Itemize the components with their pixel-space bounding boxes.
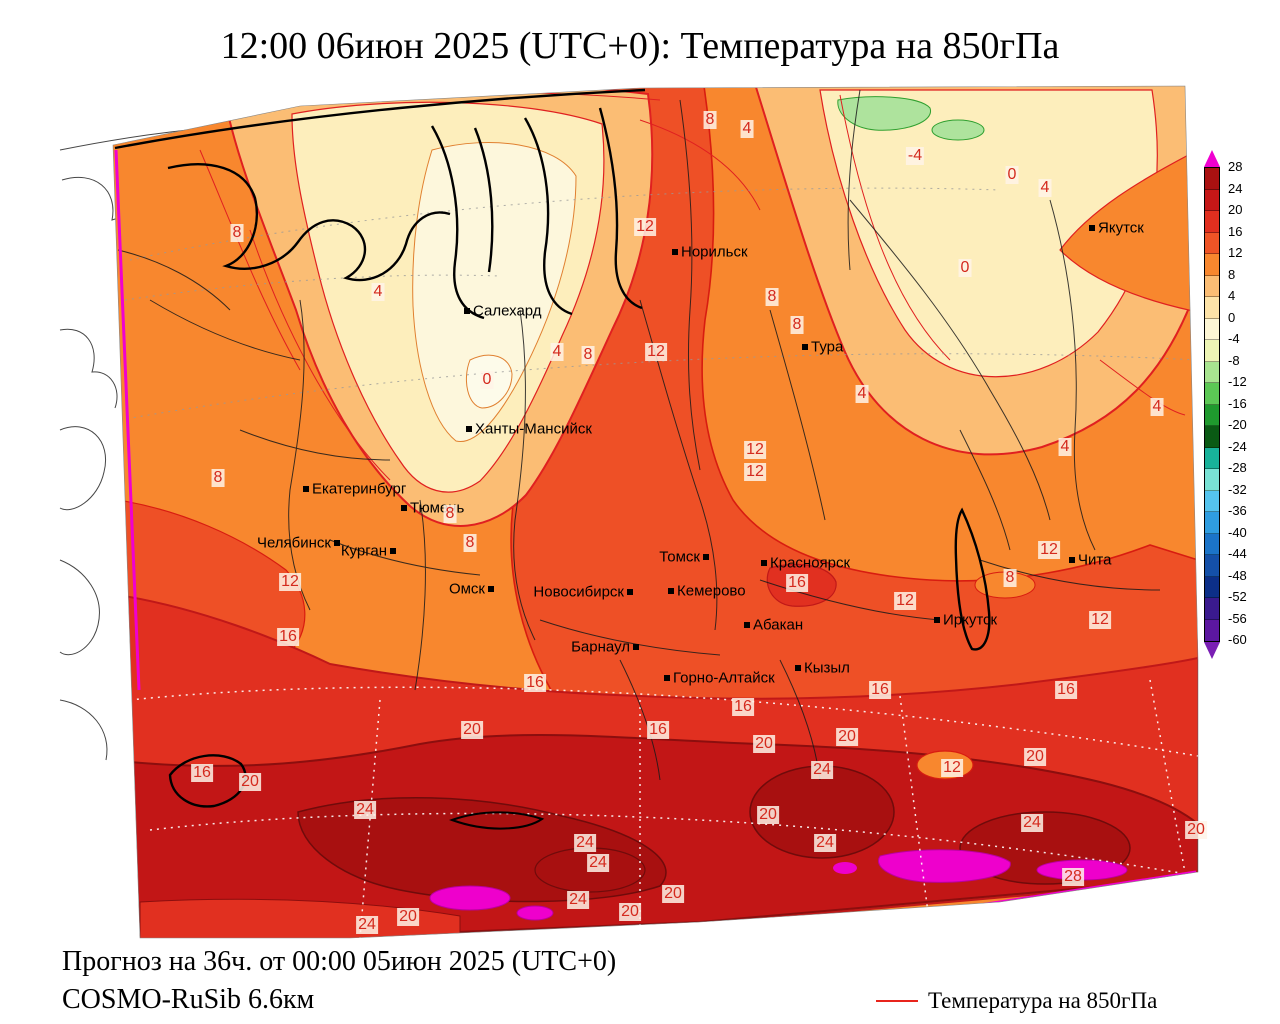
field-24-28 (749, 765, 895, 859)
colorbar-cell (1205, 254, 1219, 276)
colorbar-tick-label: 24 (1228, 180, 1243, 196)
colorbar-tick-label: -8 (1228, 352, 1240, 368)
page-title: 12:00 06июн 2025 (UTC+0): Температура на… (220, 25, 1060, 67)
colorbar-tick-label: -32 (1228, 481, 1247, 497)
colorbar-cell (1205, 211, 1219, 233)
colorbar-arrow-down-icon (1204, 642, 1220, 659)
colorbar-tick-label: 0 (1228, 309, 1236, 325)
colorbar-cell (1205, 189, 1219, 211)
colorbar-tick-label: 28 (1228, 158, 1243, 174)
colorbar-cell (1205, 383, 1219, 405)
colorbar-cell (1205, 297, 1219, 319)
colorbar-cell (1205, 404, 1219, 426)
colorbar-cell (1205, 533, 1219, 555)
legend: Температура на 850гПа (876, 988, 1157, 1014)
colorbar-tick-label: 20 (1228, 201, 1243, 217)
colorbar-tick-label: -52 (1228, 588, 1247, 604)
colorbar-tick-label: 8 (1228, 266, 1236, 282)
colorbar-tick-label: -40 (1228, 524, 1247, 540)
field-yakutsk-wedge (1059, 149, 1198, 313)
temperature-field (113, 86, 1198, 938)
colorbar-tick-label: -36 (1228, 502, 1247, 518)
colorbar-cell (1205, 447, 1219, 469)
colorbar-tick-label: -56 (1228, 610, 1247, 626)
colorbar-tick-label: 4 (1228, 287, 1236, 303)
colorbar-tick-label: -4 (1228, 330, 1240, 346)
colorbar-tick-label: -48 (1228, 567, 1247, 583)
colorbar-cells (1204, 167, 1220, 642)
field-gt28 (833, 862, 857, 874)
colorbar-cell (1205, 168, 1219, 190)
colorbar-tick-label: -28 (1228, 459, 1247, 475)
admin-boundaries (117, 89, 1161, 781)
colorbar-cell (1205, 318, 1219, 340)
model-info: COSMO-RuSib 6.6км (62, 984, 315, 1015)
graticule-south (129, 679, 1198, 938)
legend-label: Температура на 850гПа (928, 988, 1158, 1013)
field-gt28 (516, 905, 554, 921)
colorbar-cell (1205, 490, 1219, 512)
colorbar-arrow-up-icon (1204, 150, 1220, 167)
field-bottom-strip (139, 898, 461, 938)
colorbar-cell (1205, 340, 1219, 362)
lake-outline-south (449, 811, 545, 830)
colorbar-cell (1205, 512, 1219, 534)
colorbar-cell (1205, 598, 1219, 620)
colorbar-cell (1205, 555, 1219, 577)
colorbar-cell (1205, 232, 1219, 254)
field-neg-pocket (837, 96, 931, 131)
legend-line-sample (876, 1000, 918, 1002)
colorbar-tick-label: -12 (1228, 373, 1247, 389)
colorbar-cell (1205, 426, 1219, 448)
colorbar-cell (1205, 469, 1219, 491)
colorbar-tick-label: -16 (1228, 395, 1247, 411)
field-neg-pocket (931, 119, 985, 141)
colorbar-tick-label: -24 (1228, 438, 1247, 454)
colorbar-tick-label: -60 (1228, 631, 1247, 647)
domain-outline (112, 85, 1199, 939)
forecast-info: Прогноз на 36ч. от 00:00 05июн 2025 (UTC… (62, 946, 617, 977)
colorbar-tick-label: 16 (1228, 223, 1243, 239)
coastline (114, 88, 646, 320)
colorbar-cell (1205, 576, 1219, 598)
graticule-north (119, 187, 1198, 421)
colorbar-tick-label: -20 (1228, 416, 1247, 432)
colorbar-cell (1205, 619, 1219, 641)
field-gt28 (877, 849, 1011, 883)
colorbar-tick-label: 12 (1228, 244, 1243, 260)
colorbar-cell (1205, 275, 1219, 297)
field-24-28 (534, 847, 646, 893)
colorbar: 28 24 20 16 12 8 4 0 -4 -8 -12 -16 -20 -24 -28 -32 -36 -4… (1204, 150, 1247, 659)
colorbar-cell (1205, 361, 1219, 383)
field-zero-core (412, 141, 577, 443)
colorbar-tick-label: -44 (1228, 545, 1247, 561)
field-cool-pocket (916, 750, 974, 780)
field-gt28 (429, 885, 511, 911)
lake-baikal-outline (954, 507, 991, 651)
